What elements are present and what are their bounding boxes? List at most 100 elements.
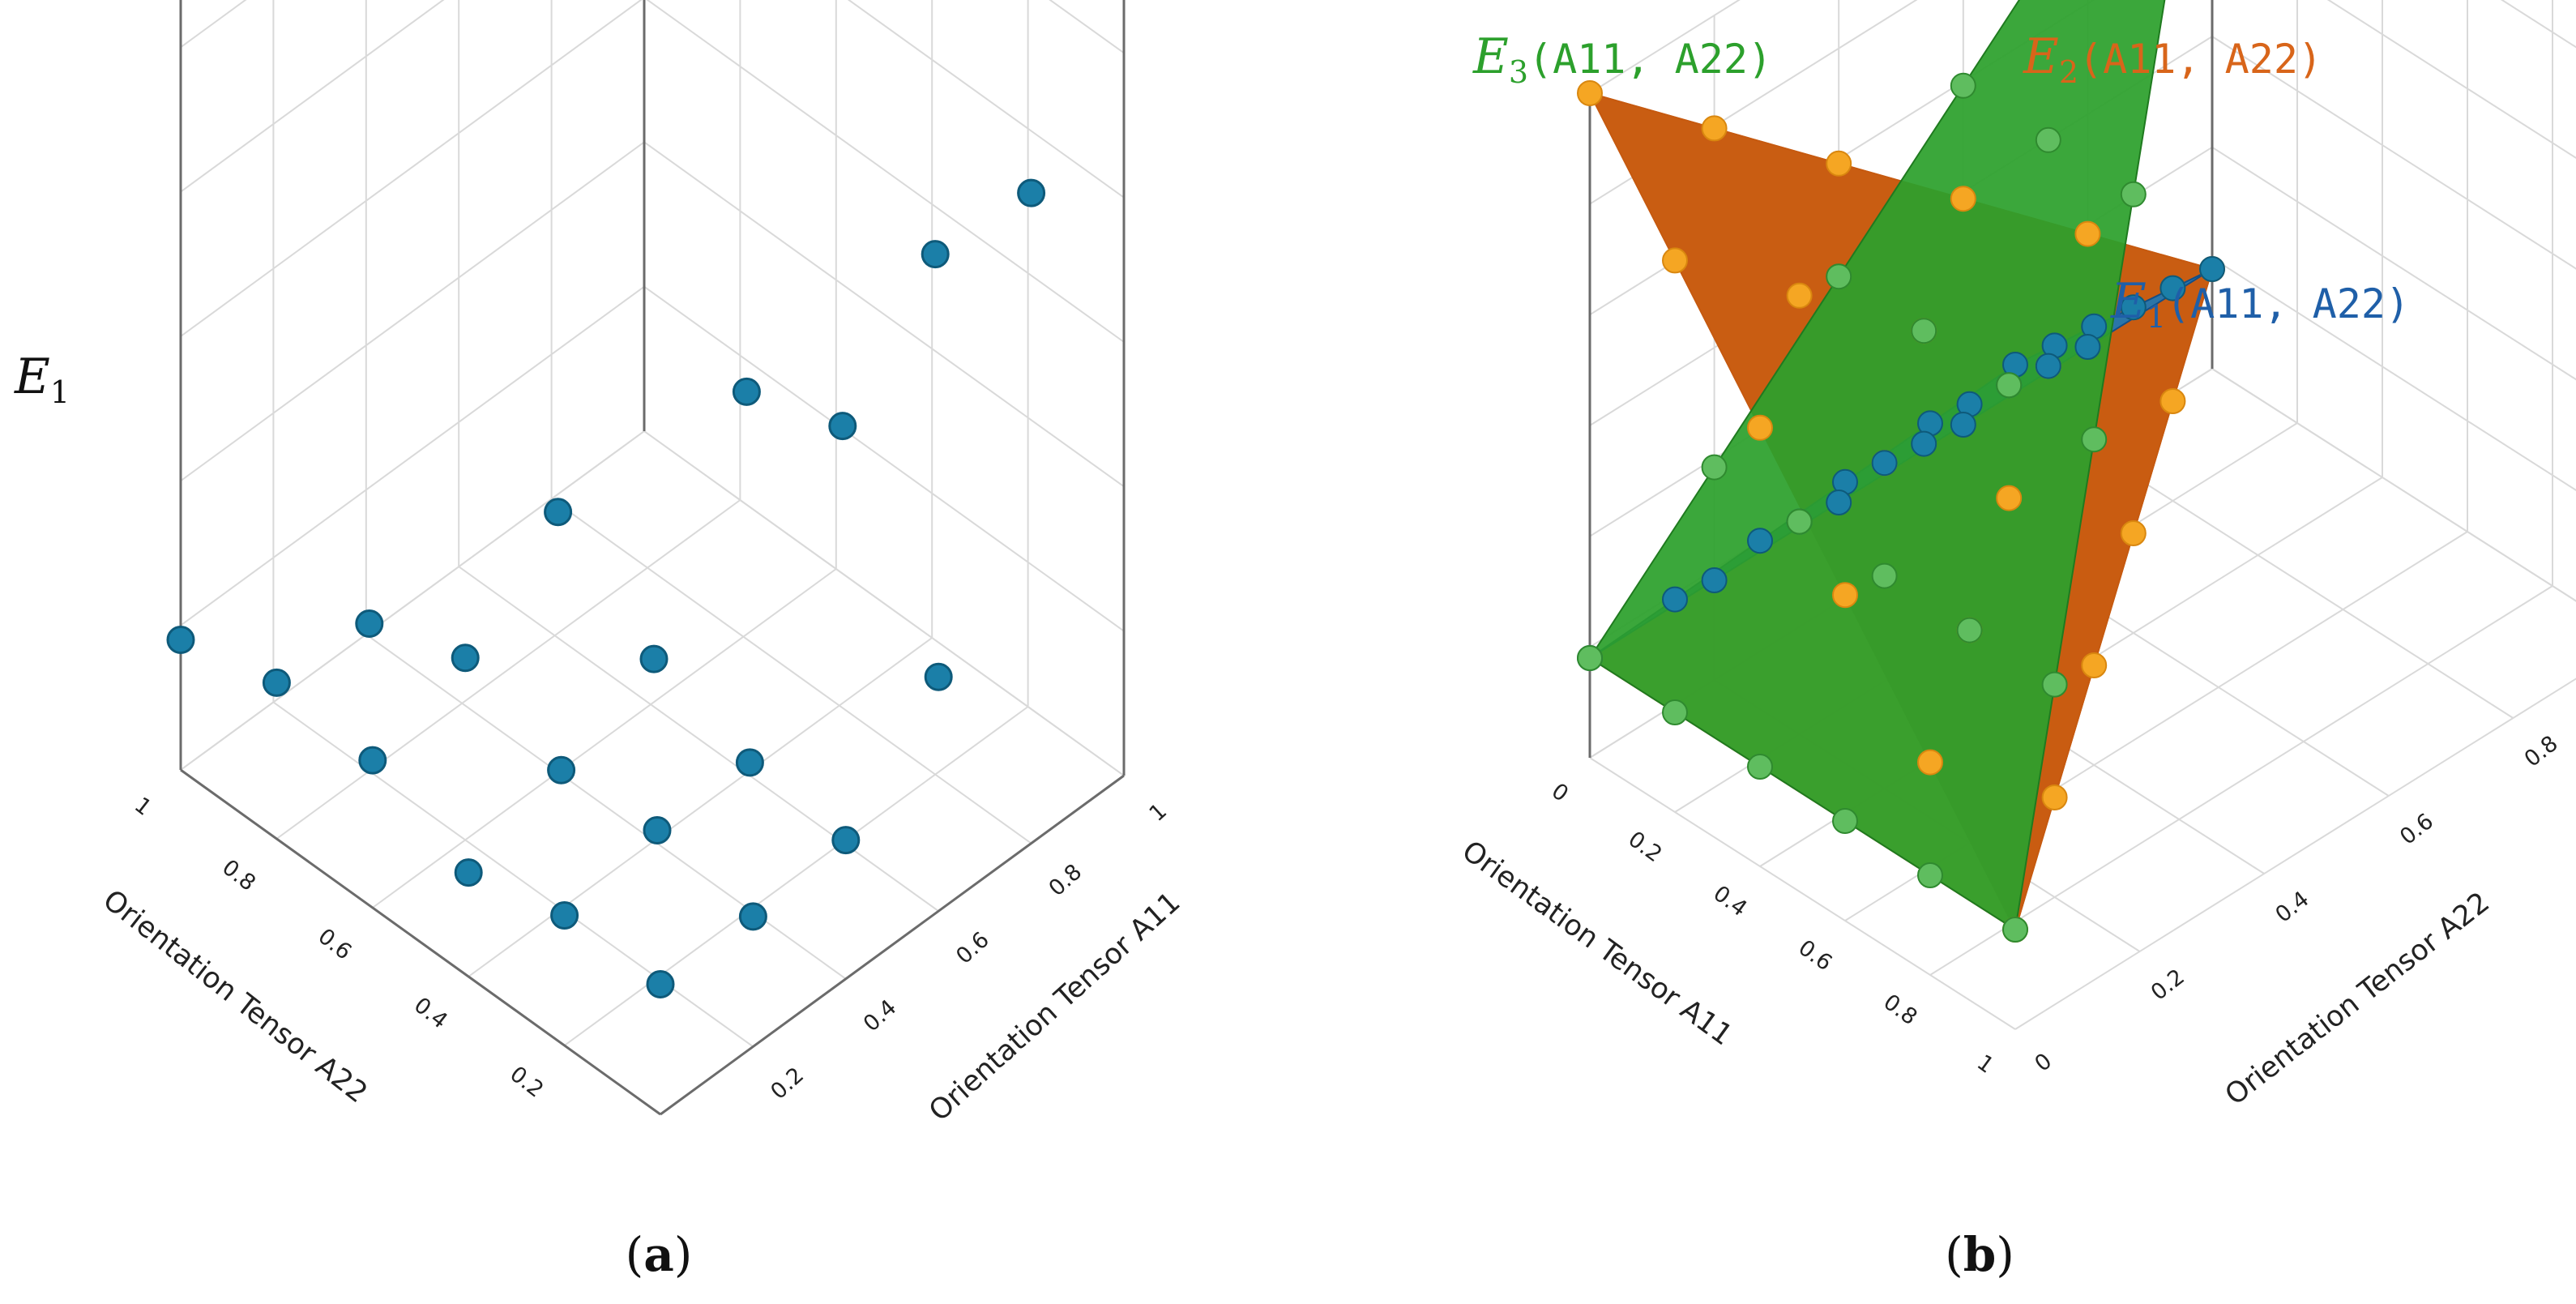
a-wall-grid-horizontal <box>643 285 1125 632</box>
a-data-point <box>1017 178 1046 207</box>
e3-data-point <box>1871 562 1898 589</box>
a-data-point <box>924 662 953 691</box>
e3-data-point <box>2041 671 2068 698</box>
e2-data-point <box>1701 115 1728 142</box>
a-floor-grid-a11 <box>458 566 939 913</box>
e1-data-point <box>2035 353 2061 379</box>
e1-data-point <box>2159 275 2186 301</box>
b-wall-grid-horizontal <box>2211 257 2576 492</box>
a-floor-grid-a22 <box>564 706 1029 1046</box>
e1-data-point <box>1662 586 1688 613</box>
e3-data-point <box>1577 645 1603 671</box>
a-floor-grid-a22 <box>468 637 933 977</box>
e2-data-point <box>1996 485 2023 511</box>
a-wall-grid-horizontal <box>180 0 643 337</box>
a-data-point <box>735 748 764 777</box>
e1-data-point <box>2120 294 2147 321</box>
a-data-point <box>639 644 669 673</box>
a-wall-grid-horizontal <box>180 285 645 626</box>
a-floor-grid-a22 <box>372 568 837 909</box>
e3-data-point <box>1701 454 1728 481</box>
a-wall-grid-horizontal <box>180 0 445 193</box>
a-wall-grid-horizontal <box>180 430 645 771</box>
series-label-e3: E3(A11, A22) <box>1472 28 1772 90</box>
panel-a-axis-edges <box>179 0 1126 1116</box>
a-data-point <box>831 826 861 855</box>
a-data-point <box>643 816 672 844</box>
b-wall-grid-horizontal <box>1589 0 1741 94</box>
a-data-point <box>547 755 576 785</box>
panel-a-label: (a) <box>626 1227 693 1282</box>
panel-b-data-points <box>1577 72 2225 943</box>
b-wall-grid-horizontal <box>2211 368 2576 602</box>
b-floor-grid-a11 <box>2014 678 2576 1030</box>
e1-data-point <box>1826 490 1852 515</box>
e2-data-point <box>1826 150 1852 177</box>
e2-data-point <box>1832 582 1858 609</box>
e3-data-point <box>2081 426 2108 453</box>
a-data-point <box>355 609 384 638</box>
a-edge-a11 <box>660 774 1125 1116</box>
e3-data-point <box>1917 862 1943 888</box>
b-floor-grid-a22 <box>2087 446 2514 719</box>
e2-data-point <box>1577 80 1603 106</box>
e1-data-point <box>1911 430 1937 457</box>
a-wall-grid-horizontal <box>180 141 645 482</box>
e1-data-point <box>1747 528 1773 554</box>
series-label-e1: E1(A11, A22) <box>2110 273 2410 335</box>
e2-data-point <box>1662 247 1688 274</box>
b-wall-grid-horizontal <box>2326 0 2576 160</box>
a-data-point <box>732 377 761 406</box>
a-wall-grid-horizontal <box>847 0 1125 199</box>
e3-data-point <box>1956 617 1983 643</box>
e1-data-point <box>1871 450 1898 477</box>
a-wall-grid-horizontal <box>643 141 1125 488</box>
panel-a-z-axis-label: E1 <box>14 348 70 410</box>
b-wall-grid-horizontal <box>2211 146 2576 381</box>
e1-data-point <box>1701 567 1728 593</box>
a-wall-grid-horizontal <box>643 430 1125 776</box>
e2-data-point <box>1950 186 1976 212</box>
e2-data-point <box>1747 414 1773 441</box>
e2-data-point <box>1786 282 1813 309</box>
e3-data-point <box>1826 263 1852 290</box>
a-data-point <box>451 643 480 673</box>
a-data-point <box>646 970 675 998</box>
a-data-point <box>828 412 857 441</box>
a-data-point <box>262 668 291 697</box>
e1-data-point <box>2074 334 2101 360</box>
e2-data-point <box>2120 520 2147 546</box>
e2-data-point <box>1917 749 1943 776</box>
e3-data-point <box>2035 126 2061 153</box>
e2-data-point <box>2074 220 2101 247</box>
a-floor-grid-a22 <box>276 499 741 840</box>
b-floor-grid-a11 <box>1929 585 2553 976</box>
e3-data-point <box>1832 808 1858 834</box>
e1-data-point <box>2199 256 2225 282</box>
a-edge-a22 <box>180 768 661 1116</box>
e3-data-point <box>1996 372 2023 399</box>
e3-data-point <box>1747 754 1773 780</box>
a-data-point <box>550 901 579 930</box>
e3-data-point <box>1786 508 1813 535</box>
a-data-point <box>166 626 195 654</box>
e2-data-point <box>2041 785 2068 810</box>
series-label-e2: E2(A11, A22) <box>2023 28 2322 90</box>
e2-data-point <box>2159 388 2186 414</box>
b-wall-grid-horizontal <box>2500 0 2576 49</box>
panel-b-label: (b) <box>1945 1227 2014 1282</box>
e3-data-point <box>2002 917 2028 943</box>
a-data-point <box>358 746 387 775</box>
e2-data-point <box>2081 652 2108 678</box>
a-data-point <box>738 902 767 931</box>
b-floor-grid-a22 <box>1589 757 2016 1030</box>
e1-data-point <box>1950 412 1976 438</box>
a-data-point <box>454 858 483 887</box>
a-data-point <box>921 240 950 269</box>
b-wall-grid-horizontal <box>2211 36 2576 270</box>
a-wall-grid-horizontal <box>646 0 1125 343</box>
e3-data-point <box>1662 699 1688 725</box>
